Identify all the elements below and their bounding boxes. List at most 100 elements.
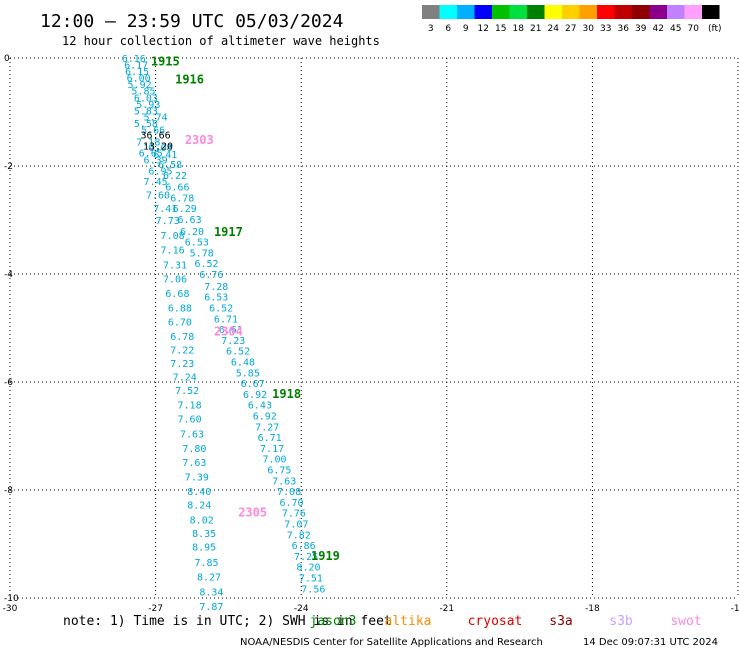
colorbar-label: 30 <box>583 24 595 34</box>
x-tick-label: -30 <box>3 604 18 614</box>
colorbar-swatch <box>667 5 685 19</box>
wave-height-label: 7.27 <box>255 422 279 433</box>
wave-height-label: 6.78 <box>170 332 194 343</box>
wave-height-label: 7.60 <box>146 191 170 202</box>
wave-height-label: 6.39 <box>144 156 168 167</box>
wave-height-label: 5.58 <box>134 119 158 130</box>
timestamp-text: 14 Dec 09:07:31 UTC 2024 <box>583 637 718 648</box>
colorbar-swatch <box>562 5 580 19</box>
wave-height-label: 6.16 <box>122 54 146 65</box>
colorbar-label: 33 <box>600 24 611 34</box>
wave-height-label: 7.45 <box>144 177 168 188</box>
wave-height-label: 6.53 <box>185 238 209 249</box>
wave-height-label: 6.17 <box>124 60 148 71</box>
wave-height-label: 7.08 <box>161 231 185 242</box>
wave-height-label: 6.52 <box>209 303 233 314</box>
x-tick-label: -21 <box>439 604 454 614</box>
wave-height-label: 5.92 <box>128 80 152 91</box>
colorbar-label: 70 <box>688 24 700 34</box>
wave-height-label: 6.08 <box>148 143 172 154</box>
wave-height-label: 7.39 <box>185 473 209 484</box>
y-tick-label: -8 <box>4 486 13 496</box>
wave-height-label: 8.95 <box>192 543 216 554</box>
colorbar-swatch <box>632 5 650 19</box>
track-time-label: 1917 <box>214 225 243 239</box>
plot-axes: -30 -27 -24 -21 -18 -15 0 -2 -4 -6 -8 -10 <box>3 54 740 614</box>
track-labels: 1915 1916 2303 1917 2304 1918 2305 1919 <box>151 55 340 563</box>
wave-height-label: 6.66 <box>165 183 189 194</box>
chart-subtitle: 12 hour collection of altimeter wave hei… <box>62 34 380 48</box>
track-time-label: 1915 <box>151 55 180 69</box>
wave-height-label: 6.22 <box>163 171 187 182</box>
wave-height-label: 6.86 <box>292 541 316 552</box>
wave-height-label: 7.07 <box>284 519 308 530</box>
wave-height-label: 7.16 <box>161 246 185 257</box>
track-time-label: 1919 <box>311 549 340 563</box>
wave-height-label: 6.95 <box>148 166 172 177</box>
wave-height-label: 7.85 <box>195 558 219 569</box>
wave-height-label: 8.40 <box>187 487 211 498</box>
colorbar-swatch <box>422 5 440 19</box>
y-tick-label: -6 <box>4 378 13 388</box>
wave-height-label: 7.63 <box>272 476 296 487</box>
wave-height-label: 7.22 <box>170 346 194 357</box>
colorbar-swatch <box>579 5 597 19</box>
credit-text: NOAA/NESDIS Center for Satellite Applica… <box>240 637 543 648</box>
wave-height-label: 6.70 <box>279 498 303 509</box>
colorbar-label: 39 <box>635 24 647 34</box>
wave-height-label: 6.53 <box>204 293 228 304</box>
wave-height-label: 6.20 <box>180 227 204 238</box>
track-time-label: 2303 <box>185 133 214 147</box>
wave-height-label: 8.02 <box>190 516 214 527</box>
wave-height-label: 7.60 <box>178 415 202 426</box>
wave-height-label: 7.63 <box>180 429 204 440</box>
track-time-label: 1918 <box>272 387 301 401</box>
satellite-legend-item: cryosat <box>468 614 523 629</box>
wave-height-label: 6.15 <box>125 67 149 78</box>
wave-height-label: 6.03 <box>134 93 158 104</box>
wave-height-label: 5.85 <box>236 368 260 379</box>
colorbar-label: 12 <box>478 24 489 34</box>
satellite-legend-item: s3b <box>609 614 633 629</box>
colorbar-swatch <box>492 5 510 19</box>
wave-height-label: 6.48 <box>231 357 255 368</box>
y-tick-label: -10 <box>4 594 19 604</box>
colorbar-label: 15 <box>495 24 506 34</box>
colorbar-swatch <box>684 5 702 19</box>
wave-height-label: 6.68 <box>165 289 189 300</box>
wave-height-label: 6.92 <box>253 411 277 422</box>
wave-height-label: 5.78 <box>190 248 214 259</box>
footer-note: note: 1) Time is in UTC; 2) SWH is in fe… <box>63 614 392 629</box>
satellite-legend-item: altika <box>385 614 432 629</box>
wave-height-label: 6.63 <box>178 215 202 226</box>
y-tick-label: -2 <box>4 162 13 172</box>
colorbar-swatch <box>544 5 562 19</box>
wave-height-label: 7.06 <box>163 274 187 285</box>
wave-height-label: 7.23 <box>221 336 245 347</box>
wave-height-label: 8.34 <box>199 588 223 599</box>
wave-height-label: 7.82 <box>287 530 311 541</box>
y-tick-label: 0 <box>4 54 10 64</box>
wave-height-label: 6.76 <box>199 270 223 281</box>
wave-height-label: 13.20 <box>143 141 173 152</box>
wave-height-label: 7.25 <box>294 552 318 563</box>
wave-height-label: 6.41 <box>153 150 177 161</box>
colorbar-swatch <box>649 5 667 19</box>
wave-height-label: 5.93 <box>136 100 160 111</box>
wave-height-label: 8.35 <box>192 529 216 540</box>
colorbar-label: 36 <box>618 24 630 34</box>
satellite-legend: jason3 altika cryosat s3a s3b swot <box>310 614 702 629</box>
wave-height-label: 8.20 <box>296 563 320 574</box>
x-tick-label: -24 <box>294 604 309 614</box>
x-tick-label: -27 <box>148 604 163 614</box>
wave-height-label: 6.29 <box>173 204 197 215</box>
wave-height-label: 6.88 <box>168 303 192 314</box>
x-tick-label: -15 <box>731 604 740 614</box>
wave-height-label: 7.41 <box>153 204 177 215</box>
chart-title: 12:00 — 23:59 UTC 05/03/2024 <box>40 11 343 32</box>
wave-height-label: 36.66 <box>141 131 171 142</box>
wave-height-label: 7.24 <box>173 373 197 384</box>
wave-height-label: 8.24 <box>187 501 211 512</box>
wave-height-label: 6.52 <box>226 347 250 358</box>
track-time-label: 2304 <box>214 325 243 339</box>
